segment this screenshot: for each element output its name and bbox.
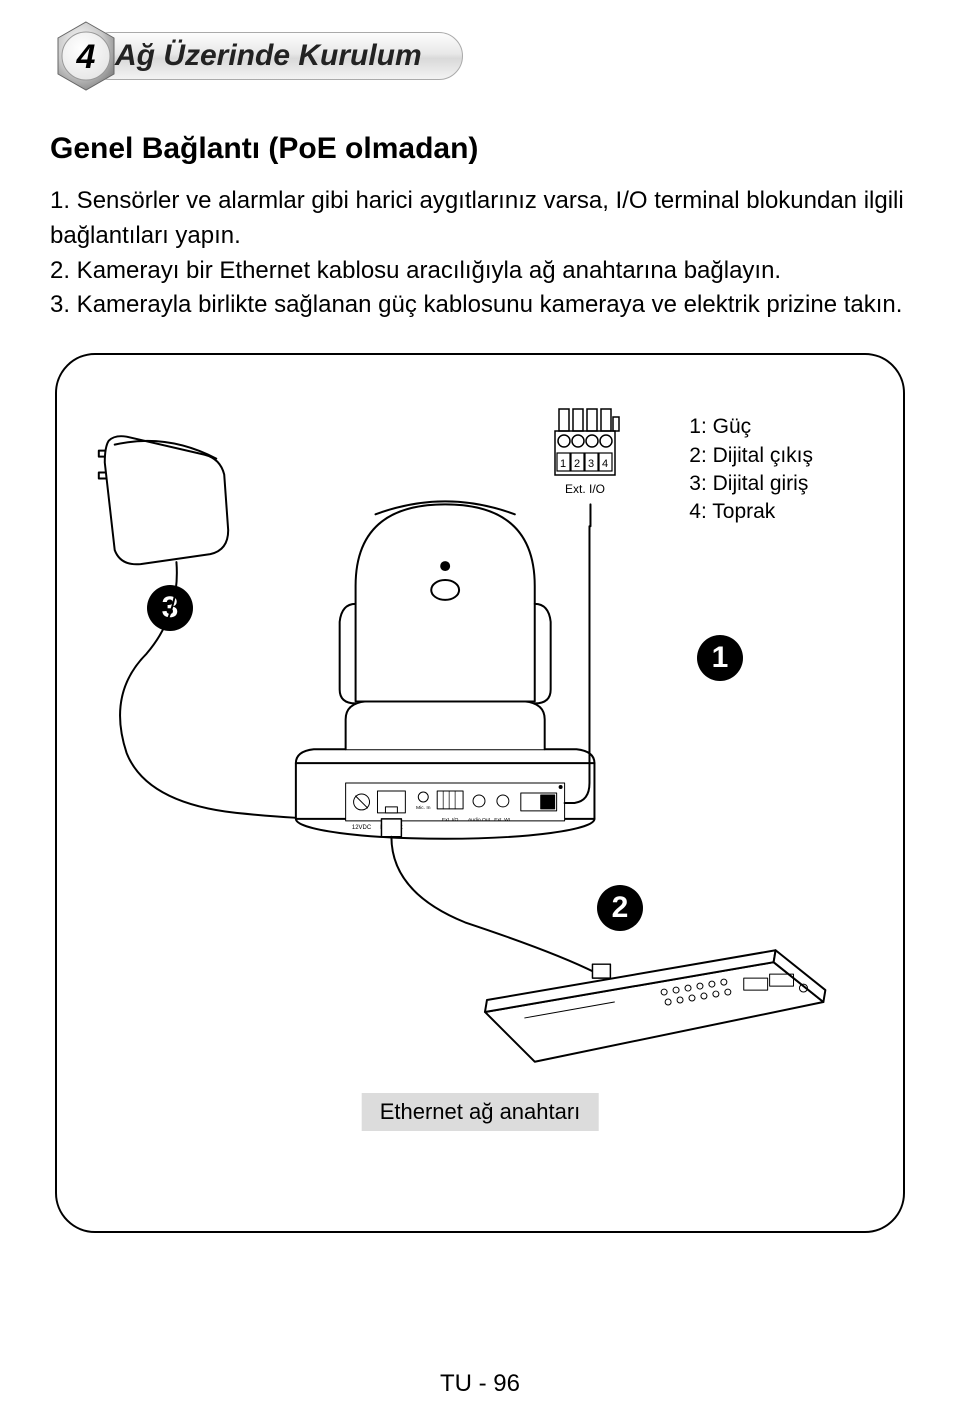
instructions: 1. Sensörler ve alarmlar gibi harici ayg…: [50, 184, 910, 323]
svg-text:12VDC: 12VDC: [352, 825, 372, 831]
instruction-1: 1. Sensörler ve alarmlar gibi harici ayg…: [50, 184, 910, 254]
svg-text:Mic. In: Mic. In: [416, 805, 431, 811]
svg-text:Ext. I/O: Ext. I/O: [442, 817, 459, 823]
step-number: 4: [76, 38, 96, 76]
subtitle: Genel Bağlantı (PoE olmadan): [50, 132, 910, 166]
svg-text:Ext. WL: Ext. WL: [494, 817, 512, 823]
ethernet-switch-label: Ethernet ağ anahtarı: [362, 1093, 599, 1131]
ethernet-cable-icon: [381, 819, 610, 978]
instruction-3: 3. Kamerayla birlikte sağlanan güç kablo…: [50, 288, 910, 323]
instruction-2: 2. Kamerayı bir Ethernet kablosu aracılı…: [50, 254, 910, 289]
ethernet-switch-icon: [485, 950, 825, 1061]
section-header: 4 Ağ Üzerinde Kurulum: [50, 20, 910, 92]
page-footer: TU - 96: [0, 1370, 960, 1398]
step-badge: 4: [50, 20, 122, 92]
connection-diagram: 1 2 3 4 Ext. I/O 1: Güç 2: Dijital çıkış…: [55, 353, 905, 1233]
section-title: Ağ Üzerinde Kurulum: [86, 32, 463, 80]
svg-text:Audio Out: Audio Out: [468, 817, 491, 823]
